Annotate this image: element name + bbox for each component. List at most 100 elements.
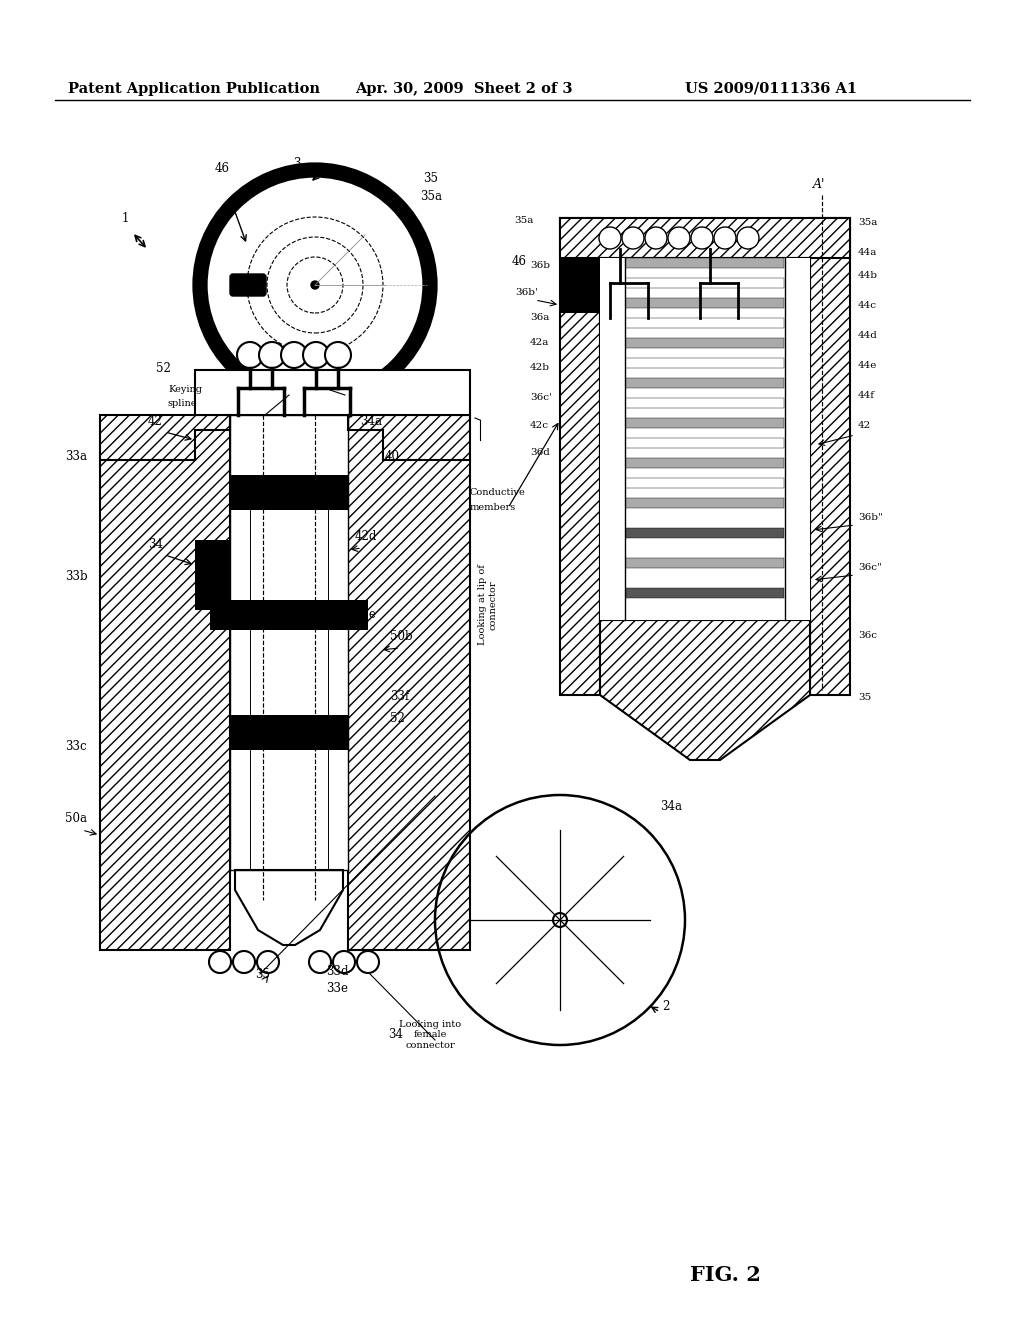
Polygon shape xyxy=(600,620,810,760)
Circle shape xyxy=(553,913,567,927)
Text: 33c: 33c xyxy=(65,741,87,752)
Text: 46: 46 xyxy=(512,255,527,268)
Bar xyxy=(626,438,784,447)
Text: 35: 35 xyxy=(255,968,270,981)
Text: US 2009/0111336 A1: US 2009/0111336 A1 xyxy=(685,82,857,96)
Bar xyxy=(560,218,600,696)
Text: 35a: 35a xyxy=(514,216,534,224)
Text: 42a: 42a xyxy=(530,338,549,347)
Text: 44a: 44a xyxy=(858,248,878,257)
Bar xyxy=(626,298,784,308)
Circle shape xyxy=(714,227,736,249)
Circle shape xyxy=(333,950,355,973)
Bar xyxy=(810,218,850,696)
Text: Looking into
female
connector: Looking into female connector xyxy=(399,1020,461,1049)
Circle shape xyxy=(311,281,319,289)
Text: Keying: Keying xyxy=(168,385,202,393)
Text: 35a: 35a xyxy=(420,190,442,203)
Text: Patent Application Publication: Patent Application Publication xyxy=(68,82,319,96)
Text: 36c': 36c' xyxy=(530,393,552,403)
Circle shape xyxy=(303,342,329,368)
Circle shape xyxy=(622,227,644,249)
Circle shape xyxy=(357,950,379,973)
Circle shape xyxy=(645,227,667,249)
Bar xyxy=(230,389,348,414)
Text: 33f: 33f xyxy=(390,690,410,704)
Text: 35: 35 xyxy=(858,693,871,702)
Bar xyxy=(560,257,600,313)
Circle shape xyxy=(691,227,713,249)
Polygon shape xyxy=(234,870,343,945)
Bar xyxy=(348,414,470,950)
Text: 42: 42 xyxy=(858,421,871,430)
Bar xyxy=(626,257,784,268)
Bar xyxy=(210,601,368,630)
Text: 44c: 44c xyxy=(858,301,877,310)
Text: 52: 52 xyxy=(390,711,404,725)
Text: 34: 34 xyxy=(148,539,163,550)
Bar xyxy=(230,414,348,870)
Bar xyxy=(195,370,470,414)
Bar xyxy=(560,218,600,696)
Bar xyxy=(626,458,784,469)
Circle shape xyxy=(209,950,231,973)
Text: 44e: 44e xyxy=(858,360,878,370)
Bar xyxy=(626,318,784,327)
Bar xyxy=(626,498,784,508)
Text: 42c: 42c xyxy=(530,421,549,430)
Text: 42e: 42e xyxy=(355,609,377,620)
Text: 50b: 50b xyxy=(390,630,413,643)
Text: spline: spline xyxy=(168,399,198,408)
Bar xyxy=(560,218,850,257)
Circle shape xyxy=(737,227,759,249)
Text: 3: 3 xyxy=(293,157,300,170)
Text: 33e: 33e xyxy=(326,982,348,995)
Text: 33d: 33d xyxy=(326,965,348,978)
Text: 34: 34 xyxy=(388,1028,403,1041)
Text: A': A' xyxy=(813,178,825,191)
Text: 1: 1 xyxy=(122,213,129,224)
Text: 36b': 36b' xyxy=(515,288,538,297)
Bar xyxy=(600,257,810,620)
Text: 36d: 36d xyxy=(530,447,550,457)
Text: Conductive: Conductive xyxy=(470,488,525,498)
Text: 2: 2 xyxy=(662,1001,670,1012)
Text: 36c": 36c" xyxy=(858,564,882,572)
Bar xyxy=(626,558,784,568)
Circle shape xyxy=(309,950,331,973)
Bar xyxy=(100,414,230,950)
Bar xyxy=(626,418,784,428)
Text: 33a: 33a xyxy=(65,450,87,463)
Bar xyxy=(230,715,348,750)
Text: 36a: 36a xyxy=(530,313,549,322)
Bar xyxy=(626,587,784,598)
Text: 50a: 50a xyxy=(65,812,87,825)
Bar xyxy=(348,414,470,950)
Text: FIG. 2: FIG. 2 xyxy=(690,1265,761,1284)
Text: 42d: 42d xyxy=(355,531,378,543)
Text: 34a: 34a xyxy=(360,414,382,428)
Bar xyxy=(626,358,784,368)
Text: 42b: 42b xyxy=(530,363,550,372)
Text: 42: 42 xyxy=(148,414,163,428)
Text: 46: 46 xyxy=(215,162,230,176)
Text: 35a: 35a xyxy=(858,218,878,227)
Text: 33b: 33b xyxy=(65,570,88,583)
Circle shape xyxy=(257,950,279,973)
Text: 44b: 44b xyxy=(858,271,878,280)
Circle shape xyxy=(668,227,690,249)
Text: 36b": 36b" xyxy=(858,513,883,521)
Circle shape xyxy=(259,342,285,368)
Text: 44d: 44d xyxy=(858,331,878,341)
Bar xyxy=(626,279,784,288)
Bar xyxy=(810,218,850,696)
Circle shape xyxy=(281,342,307,368)
Bar xyxy=(626,478,784,488)
Text: 40: 40 xyxy=(385,450,400,463)
Text: 44f: 44f xyxy=(858,391,874,400)
Bar xyxy=(626,378,784,388)
Text: 52: 52 xyxy=(156,362,171,375)
Circle shape xyxy=(599,227,621,249)
Circle shape xyxy=(237,342,263,368)
Circle shape xyxy=(325,342,351,368)
